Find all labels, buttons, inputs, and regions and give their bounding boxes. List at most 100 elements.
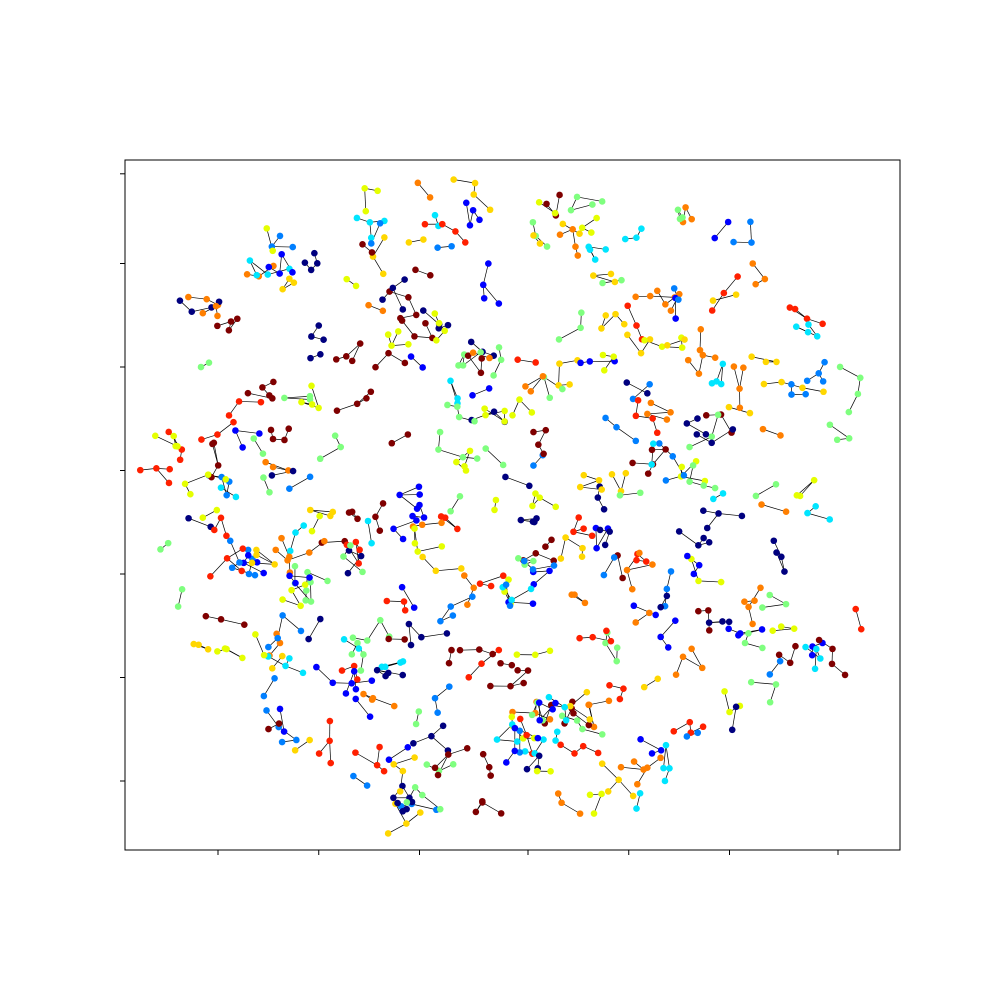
graph-edge [355, 752, 378, 766]
graph-node [340, 553, 347, 560]
graph-node [282, 662, 289, 670]
graph-node [857, 374, 864, 382]
graph-node [721, 688, 728, 695]
graph-node [199, 514, 207, 522]
graph-node [529, 218, 537, 226]
graph-node [669, 452, 677, 460]
graph-node [403, 798, 411, 806]
graph-node [681, 336, 688, 343]
graph-node [589, 201, 596, 208]
graph-node [479, 799, 486, 806]
graph-node [815, 370, 823, 377]
graph-node [431, 310, 439, 317]
graph-node [463, 744, 471, 752]
graph-node [217, 514, 225, 522]
graph-edge [401, 587, 415, 608]
graph-node [605, 697, 613, 705]
graph-node [620, 320, 628, 328]
graph-node [803, 315, 811, 323]
graph-node [752, 492, 760, 500]
graph-node [306, 574, 313, 581]
graph-edge [532, 565, 555, 570]
graph-edge [393, 757, 415, 765]
graph-node [353, 214, 361, 222]
graph-node [269, 435, 277, 443]
graph-node [600, 366, 608, 374]
graph-node [782, 600, 790, 608]
graph-node [613, 644, 621, 652]
graph-node [516, 749, 524, 756]
graph-edge [307, 571, 328, 582]
graph-edge [438, 449, 464, 458]
graph-node [203, 295, 210, 303]
graph-node [428, 732, 435, 740]
graph-node [281, 436, 288, 444]
graph-node [547, 768, 554, 775]
graph-node [399, 767, 407, 775]
graph-node [546, 567, 553, 575]
graph-node [728, 726, 736, 734]
graph-node [198, 436, 205, 443]
graph-node [595, 476, 603, 484]
graph-node [238, 567, 246, 575]
graph-node [269, 463, 277, 471]
graph-node [708, 439, 715, 447]
graph-node [321, 537, 328, 545]
graph-node [469, 392, 476, 399]
graph-node [276, 270, 283, 277]
graph-node [540, 450, 547, 458]
graph-edge [593, 793, 602, 814]
graph-node [405, 294, 412, 301]
graph-node [574, 252, 582, 259]
graph-node [661, 777, 669, 785]
graph-node [757, 584, 764, 592]
graph-node [316, 455, 324, 463]
graph-node [157, 546, 164, 553]
graph-node [590, 810, 598, 817]
graph-node [662, 741, 670, 749]
graph-node [697, 326, 705, 333]
graph-node [225, 327, 233, 334]
graph-node [622, 469, 630, 477]
graph-node [244, 389, 252, 397]
graph-node [629, 459, 636, 467]
graph-node [217, 616, 225, 623]
graph-node [279, 612, 286, 619]
graph-node [223, 555, 231, 562]
graph-node [438, 220, 446, 228]
graph-node [376, 616, 384, 624]
graph-edge [278, 726, 297, 741]
graph-edge [482, 263, 489, 285]
graph-node [217, 484, 225, 491]
graph-node [585, 243, 592, 251]
graph-node [260, 569, 267, 577]
graph-edge [560, 537, 566, 559]
graph-node [705, 619, 713, 626]
graph-node [367, 240, 375, 247]
graph-node [684, 552, 691, 560]
graph-edge [605, 642, 618, 662]
graph-node [486, 354, 493, 362]
graph-node [489, 650, 496, 658]
graph-node [711, 354, 719, 361]
graph-node [663, 592, 671, 600]
graph-edge [265, 461, 289, 471]
graph-node [260, 651, 268, 659]
graph-node [244, 552, 252, 559]
graph-node [416, 491, 423, 498]
graph-node [660, 764, 667, 772]
graph-node [749, 260, 757, 267]
graph-node [307, 266, 315, 274]
graph-node [166, 465, 174, 473]
graph-node [233, 315, 241, 323]
graph-node [745, 630, 752, 637]
graph-node [594, 494, 602, 501]
graph-edge [755, 483, 777, 497]
graph-node [751, 597, 758, 604]
graph-node [833, 436, 841, 444]
graph-node [522, 383, 529, 390]
graph-edge [718, 513, 742, 517]
graph-node [401, 359, 409, 367]
graph-node [354, 639, 361, 647]
graph-node [811, 665, 819, 673]
